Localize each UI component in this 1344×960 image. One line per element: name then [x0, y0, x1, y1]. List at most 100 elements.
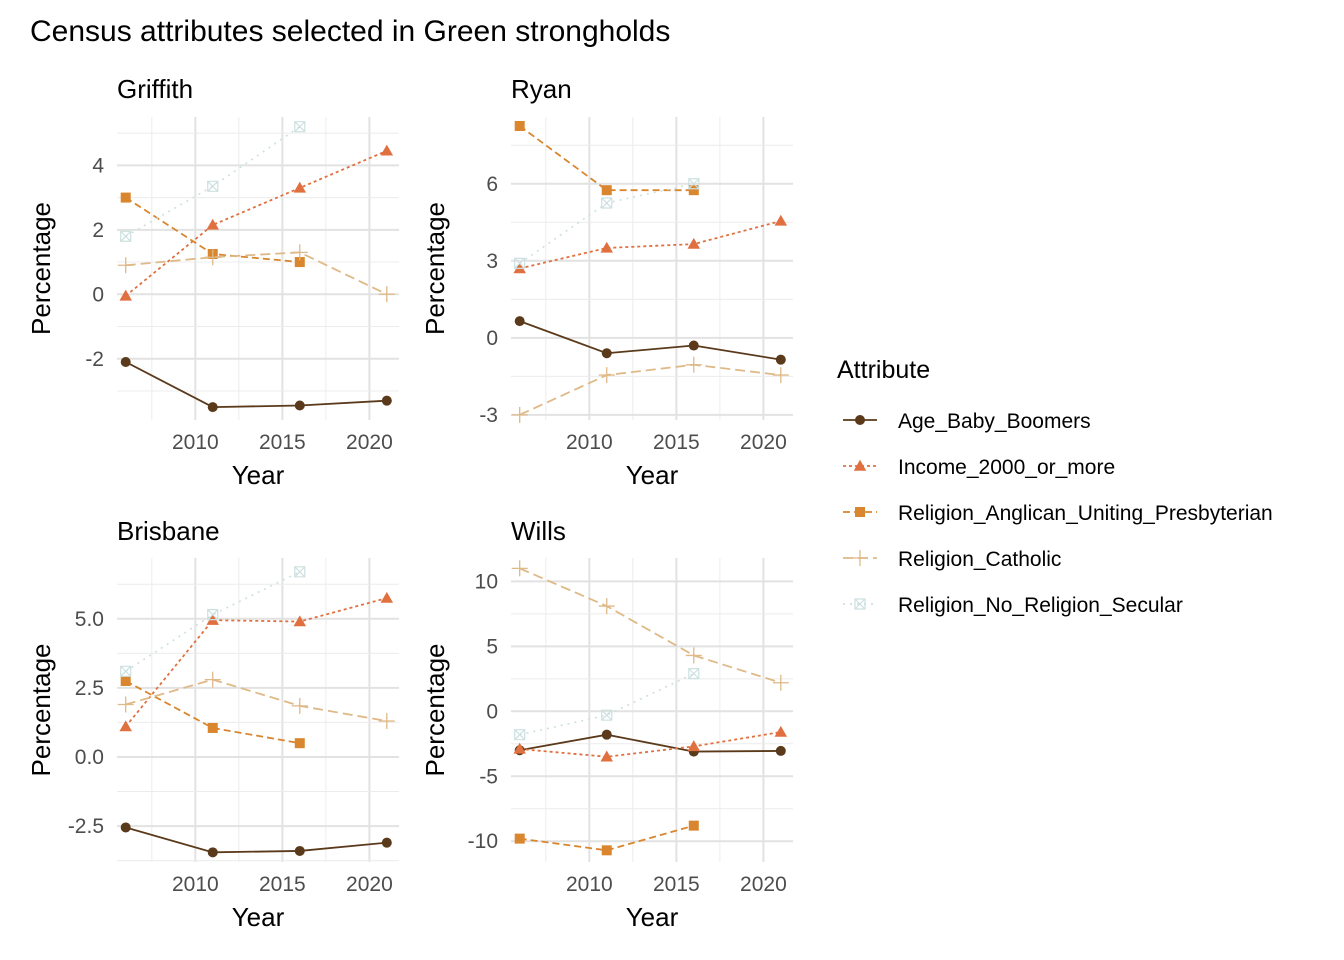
data-point [601, 185, 612, 196]
series-income-2000-or-more [119, 144, 394, 301]
data-point [207, 402, 218, 413]
chart-title: Census attributes selected in Green stro… [30, 15, 670, 48]
data-point [774, 725, 788, 737]
series-line [125, 150, 388, 297]
data-point [600, 750, 613, 762]
legend-label: Religion_Catholic [898, 548, 1061, 571]
data-point [513, 262, 526, 274]
series-line [125, 680, 300, 745]
series-religion-catholic [511, 560, 789, 691]
data-point [772, 674, 789, 691]
data-point [120, 675, 131, 686]
data-point [511, 560, 528, 577]
data-point [119, 720, 132, 732]
legend-label: Income_2000_or_more [898, 456, 1115, 479]
data-point [206, 218, 219, 230]
data-point [378, 286, 395, 303]
data-point [685, 356, 702, 373]
data-point [381, 395, 392, 406]
data-point [378, 713, 395, 730]
data-point [207, 180, 219, 192]
y-tick-label: 0 [92, 283, 104, 306]
panel-title: Griffith [117, 74, 193, 104]
legend-item-religion-catholic: Religion_Catholic [843, 548, 1061, 571]
series-religion-no-religion-secular [120, 566, 306, 677]
x-tick-label: 2015 [653, 431, 700, 454]
x-tick-label: 2010 [566, 431, 613, 454]
x-tick-label: 2015 [259, 873, 306, 896]
x-tick-label: 2015 [259, 431, 306, 454]
legend-item-income-2000-or-more: Income_2000_or_more [843, 456, 1115, 479]
x-axis-label: Year [626, 902, 679, 932]
series-age-baby-boomers [514, 729, 786, 757]
series-religion-anglican-uniting-presbyterian [514, 120, 699, 196]
x-tick-label: 2020 [346, 873, 393, 896]
x-tick-label: 2010 [172, 431, 219, 454]
legend-key-marker [852, 550, 868, 566]
data-point [207, 847, 218, 858]
data-point [120, 665, 132, 677]
data-point [293, 181, 307, 193]
legend-label: Religion_No_Religion_Secular [898, 594, 1183, 617]
data-point [772, 367, 789, 384]
y-axis-label: Percentage [420, 644, 450, 777]
data-point [294, 566, 306, 578]
y-tick-label: -2.5 [68, 815, 104, 838]
data-point [688, 668, 700, 680]
data-point [775, 354, 786, 365]
data-point [688, 185, 699, 196]
data-point [120, 356, 131, 367]
panel-title: Ryan [511, 74, 572, 104]
data-point [601, 709, 613, 721]
data-point [687, 237, 701, 249]
legend-title: Attribute [837, 356, 930, 384]
legend-label: Age_Baby_Boomers [898, 410, 1091, 433]
y-tick-label: 5.0 [75, 608, 104, 631]
data-point [117, 696, 134, 713]
series-line [519, 125, 694, 192]
y-axis-label: Percentage [26, 202, 56, 335]
series-age-baby-boomers [514, 316, 786, 365]
data-point [514, 120, 525, 131]
data-point [688, 820, 699, 831]
data-point [207, 609, 219, 621]
series-line [519, 824, 695, 852]
series-line [125, 826, 387, 854]
panel-title: Brisbane [117, 516, 220, 546]
x-axis-label: Year [232, 902, 285, 932]
panel-wills: Wills 2010 2015 2020 -10 -5 0 5 10 Year Percentage [420, 516, 793, 932]
data-point [294, 257, 305, 268]
series-income-2000-or-more [513, 725, 788, 762]
data-point [600, 241, 613, 253]
data-point [120, 822, 131, 833]
x-axis-label: Year [626, 460, 679, 490]
y-tick-label: 2 [92, 219, 104, 242]
series-line [519, 733, 781, 753]
data-point [294, 400, 305, 411]
series-line [519, 731, 781, 758]
data-point [291, 244, 308, 261]
data-point [774, 214, 788, 226]
y-axis-label: Percentage [26, 644, 56, 777]
data-point [294, 121, 306, 133]
data-point [294, 738, 305, 749]
series-religion-catholic [511, 356, 789, 423]
legend-key-marker [854, 598, 866, 610]
data-point [380, 591, 394, 603]
data-point [514, 833, 525, 844]
series-religion-catholic [117, 244, 395, 303]
y-tick-label: 3 [486, 250, 498, 273]
y-tick-label: 2.5 [75, 677, 104, 700]
series-religion-no-religion-secular [514, 178, 700, 269]
y-tick-label: 10 [475, 570, 498, 593]
series-line [519, 672, 695, 736]
legend-item-age-baby-boomers: Age_Baby_Boomers [843, 410, 1091, 433]
y-tick-label: 4 [92, 154, 104, 177]
data-point [117, 257, 134, 274]
data-point [511, 406, 528, 423]
data-point [601, 845, 612, 856]
data-point [514, 316, 525, 327]
y-tick-label: -3 [479, 404, 498, 427]
series-income-2000-or-more [513, 214, 788, 274]
data-point [601, 197, 613, 209]
